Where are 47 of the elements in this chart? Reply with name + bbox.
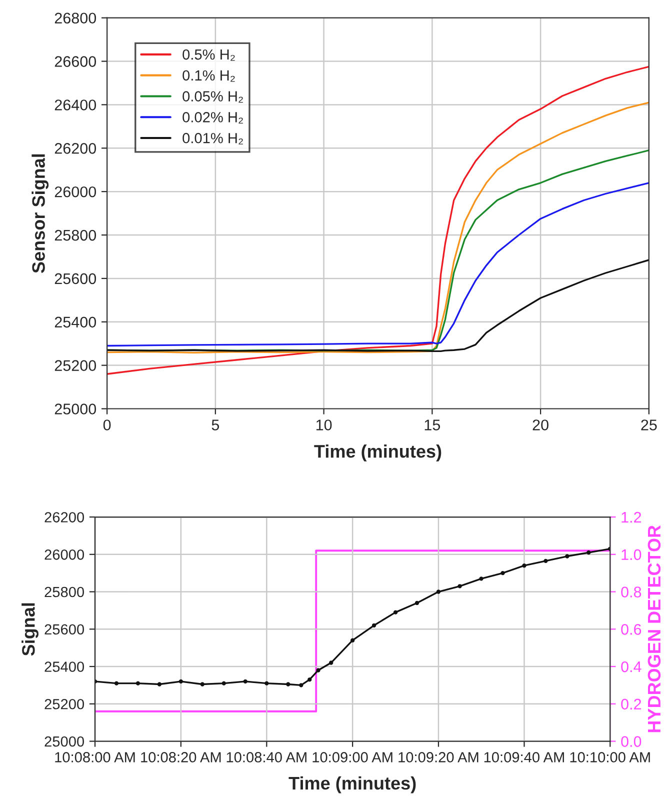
y-tick-label: 25400 [44,662,84,672]
x-tick-label: 10:08:00 AM [55,752,135,762]
y-tick-label: 26200 [44,512,84,522]
x-axis-title: Time (minutes) [288,776,416,794]
x-tick-label: 10:09:20 AM [398,752,478,762]
x-tick-label: 25 [641,420,657,430]
y-tick-label: 25400 [54,316,96,328]
y2-axis-title: HYDROGEN DETECTOR [648,525,661,732]
y-tick-label: 25000 [54,404,96,414]
x-tick-label: 5 [212,420,220,430]
y-tick-label: 26200 [54,143,96,154]
legend-label: 0.01% H₂ [182,132,243,144]
x-tick-label: 10:10:00 AM [570,752,650,762]
legend-label: 0.02% H₂ [182,112,243,124]
x-tick-label: 0 [103,420,111,430]
y-tick-label: 25800 [44,586,84,598]
x-axis-title: Time (minutes) [314,444,442,462]
x-tick-label: 15 [424,420,440,430]
y-tick-label: 25800 [54,230,96,241]
x-tick-label: 20 [532,420,548,430]
x-tick-label: 10:08:20 AM [141,752,221,762]
x-tick-label: 10:09:00 AM [312,752,392,762]
legend-label: 0.05% H₂ [182,91,243,103]
y2-tick-label: 0.0 [621,736,642,747]
y2-tick-label: 0.6 [621,624,642,635]
y-tick-label: 25000 [44,736,84,747]
y-tick-label: 25200 [54,360,96,371]
legend-label: 0.5% H₂ [182,49,235,61]
y-tick-label: 26400 [54,100,96,110]
x-tick-label: 10:09:40 AM [484,752,564,762]
y2-tick-label: 1.2 [622,512,642,523]
y-tick-label: 26000 [44,549,84,560]
y-axis-title: Signal [22,603,38,656]
y2-tick-label: 0.2 [621,698,642,710]
y-tick-label: 25600 [44,624,84,635]
legend-label: 0.1% H₂ [182,70,235,82]
y-tick-label: 25200 [44,698,84,710]
y-axis-title: Sensor Signal [32,154,49,273]
x-tick-label: 10:08:40 AM [226,752,306,762]
y-tick-label: 25600 [54,273,96,284]
x-tick-label: 10 [316,420,332,430]
y-tick-label: 26800 [54,12,96,24]
y-tick-label: 26000 [54,186,96,198]
y-tick-label: 26600 [54,56,96,67]
y2-tick-label: 0.4 [621,661,642,672]
y2-tick-label: 1.0 [622,549,642,560]
y2-tick-label: 0.8 [621,586,642,598]
